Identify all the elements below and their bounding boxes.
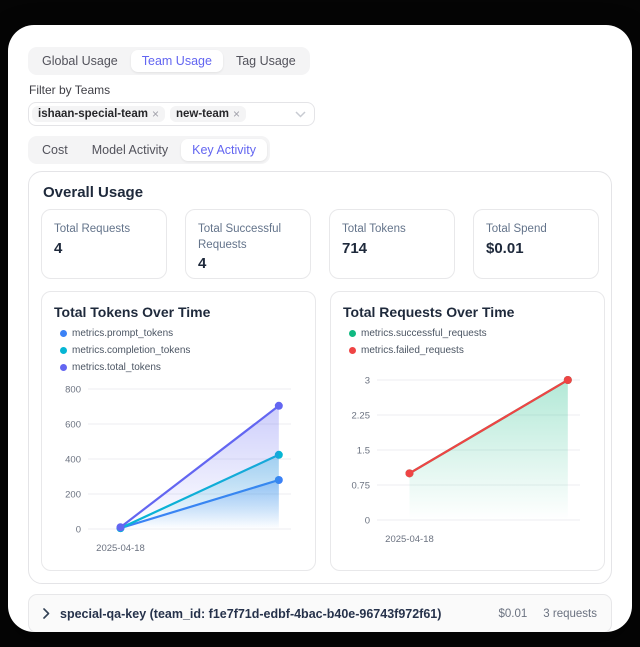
svg-text:2.25: 2.25 bbox=[352, 411, 371, 422]
svg-text:0: 0 bbox=[365, 516, 370, 527]
team-chip: ishaan-special-team × bbox=[32, 106, 165, 122]
stat-label: Total Tokens bbox=[342, 223, 406, 235]
close-icon[interactable]: × bbox=[233, 107, 241, 121]
tokens-chart-card: Total Tokens Over Time metrics.prompt_to… bbox=[41, 291, 316, 571]
team-chip-label: ishaan-special-team bbox=[38, 108, 148, 120]
svg-text:200: 200 bbox=[65, 490, 81, 501]
legend-dot-icon bbox=[60, 364, 67, 371]
svg-text:2025-04-18: 2025-04-18 bbox=[385, 534, 434, 545]
team-chip: new-team × bbox=[169, 106, 247, 122]
requests-chart-card: Total Requests Over Time metrics.success… bbox=[330, 291, 605, 571]
svg-text:400: 400 bbox=[65, 455, 81, 466]
activity-tabs: Cost Model Activity Key Activity bbox=[28, 136, 271, 164]
stat-label: Total Spend bbox=[486, 223, 547, 235]
requests-chart-title: Total Requests Over Time bbox=[343, 304, 515, 320]
legend-item: metrics.successful_requests bbox=[349, 328, 487, 339]
tab-cost[interactable]: Cost bbox=[42, 143, 68, 157]
key-row-metrics: $0.01 3 requests bbox=[499, 608, 597, 620]
requests-chart: 0 0.75 1.5 2.25 3 2025-04-18 bbox=[352, 376, 580, 545]
tab-global-usage[interactable]: Global Usage bbox=[42, 54, 118, 68]
close-icon[interactable]: × bbox=[151, 107, 159, 121]
tab-team-usage[interactable]: Team Usage bbox=[130, 50, 223, 72]
tab-key-activity[interactable]: Key Activity bbox=[181, 139, 268, 161]
key-row-special-qa-key[interactable]: special-qa-key (team_id: f1e7f71d-edbf-4… bbox=[28, 594, 612, 632]
tab-tag-usage[interactable]: Tag Usage bbox=[235, 54, 296, 68]
tokens-chart: 0 200 400 600 800 2025-04-18 bbox=[65, 385, 291, 554]
key-requests: 3 requests bbox=[543, 607, 597, 620]
svg-text:0: 0 bbox=[76, 525, 81, 536]
legend-dot-icon bbox=[349, 347, 356, 354]
stat-total-spend: Total Spend $0.01 bbox=[473, 209, 599, 279]
team-select[interactable]: ishaan-special-team × new-team × bbox=[28, 102, 315, 126]
legend-item: metrics.total_tokens bbox=[60, 362, 161, 373]
charts-row: Total Tokens Over Time metrics.prompt_to… bbox=[41, 291, 605, 571]
stat-value: 4 bbox=[198, 255, 207, 273]
legend-item: metrics.prompt_tokens bbox=[60, 328, 173, 339]
stat-total-requests: Total Requests 4 bbox=[41, 209, 167, 279]
svg-text:600: 600 bbox=[65, 420, 81, 431]
overall-usage-title: Overall Usage bbox=[43, 184, 144, 201]
stat-label: Total Requests bbox=[54, 223, 131, 235]
stat-value: $0.01 bbox=[486, 239, 524, 257]
svg-text:2025-04-18: 2025-04-18 bbox=[96, 543, 145, 554]
key-list: special-qa-key (team_id: f1e7f71d-edbf-4… bbox=[28, 594, 612, 632]
stat-total-tokens: Total Tokens 714 bbox=[329, 209, 455, 279]
svg-text:0.75: 0.75 bbox=[352, 481, 371, 492]
legend-item: metrics.failed_requests bbox=[349, 345, 487, 356]
svg-text:3: 3 bbox=[365, 376, 370, 387]
team-chip-label: new-team bbox=[175, 108, 229, 120]
chevron-down-icon[interactable] bbox=[295, 110, 306, 118]
usage-scope-tabs: Global Usage Team Usage Tag Usage bbox=[28, 47, 310, 75]
key-spend: $0.01 bbox=[498, 607, 528, 620]
svg-text:1.5: 1.5 bbox=[357, 446, 370, 457]
filter-by-teams-label: Filter by Teams bbox=[29, 83, 111, 97]
stats-row: Total Requests 4 Total Successful Reques… bbox=[41, 209, 599, 279]
legend-dot-icon bbox=[60, 347, 67, 354]
key-name: special-qa-key (team_id: f1e7f71d-edbf-4… bbox=[60, 606, 442, 621]
stat-value: 4 bbox=[54, 239, 63, 257]
legend-item: metrics.completion_tokens bbox=[60, 345, 190, 356]
overall-usage-card: Overall Usage Total Requests 4 Total Suc… bbox=[28, 171, 612, 584]
tokens-chart-legend: metrics.prompt_tokens metrics.completion_… bbox=[54, 328, 303, 373]
svg-text:800: 800 bbox=[65, 385, 81, 396]
stat-value: 714 bbox=[342, 239, 368, 257]
requests-chart-legend: metrics.successful_requests metrics.faile… bbox=[343, 328, 592, 364]
stat-total-successful-requests: Total Successful Requests 4 bbox=[185, 209, 311, 279]
tab-model-activity[interactable]: Model Activity bbox=[91, 143, 169, 157]
app-window: Global Usage Team Usage Tag Usage Filter… bbox=[8, 25, 632, 632]
legend-dot-icon bbox=[60, 330, 67, 337]
legend-dot-icon bbox=[349, 330, 356, 337]
stat-label: Total Successful Requests bbox=[198, 223, 282, 251]
chevron-right-icon[interactable] bbox=[43, 608, 50, 619]
tokens-chart-title: Total Tokens Over Time bbox=[54, 304, 211, 320]
